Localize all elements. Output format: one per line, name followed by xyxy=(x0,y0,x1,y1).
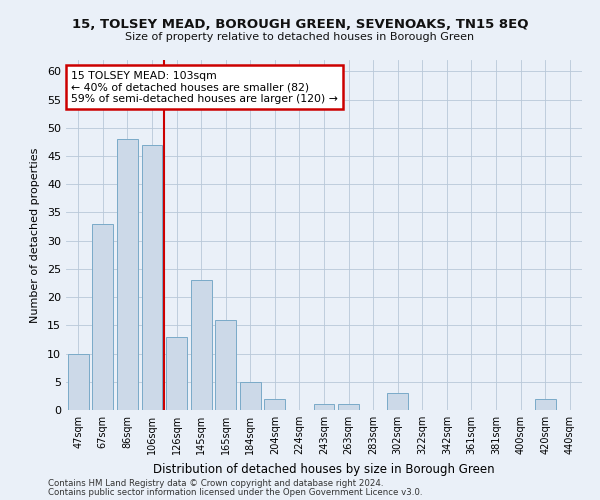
Bar xyxy=(240,382,261,410)
Text: 15, TOLSEY MEAD, BOROUGH GREEN, SEVENOAKS, TN15 8EQ: 15, TOLSEY MEAD, BOROUGH GREEN, SEVENOAK… xyxy=(72,18,528,30)
Bar xyxy=(314,404,334,410)
Bar xyxy=(142,144,163,410)
Bar xyxy=(166,336,187,410)
Y-axis label: Number of detached properties: Number of detached properties xyxy=(30,148,40,322)
Text: 15 TOLSEY MEAD: 103sqm
← 40% of detached houses are smaller (82)
59% of semi-det: 15 TOLSEY MEAD: 103sqm ← 40% of detached… xyxy=(71,70,338,104)
Bar xyxy=(215,320,236,410)
Text: Contains HM Land Registry data © Crown copyright and database right 2024.: Contains HM Land Registry data © Crown c… xyxy=(48,479,383,488)
Bar xyxy=(338,404,359,410)
Text: Contains public sector information licensed under the Open Government Licence v3: Contains public sector information licen… xyxy=(48,488,422,497)
X-axis label: Distribution of detached houses by size in Borough Green: Distribution of detached houses by size … xyxy=(153,462,495,475)
Bar xyxy=(387,393,408,410)
Bar xyxy=(117,139,138,410)
Bar xyxy=(535,398,556,410)
Text: Size of property relative to detached houses in Borough Green: Size of property relative to detached ho… xyxy=(125,32,475,42)
Bar xyxy=(191,280,212,410)
Bar xyxy=(92,224,113,410)
Bar xyxy=(265,398,286,410)
Bar xyxy=(68,354,89,410)
